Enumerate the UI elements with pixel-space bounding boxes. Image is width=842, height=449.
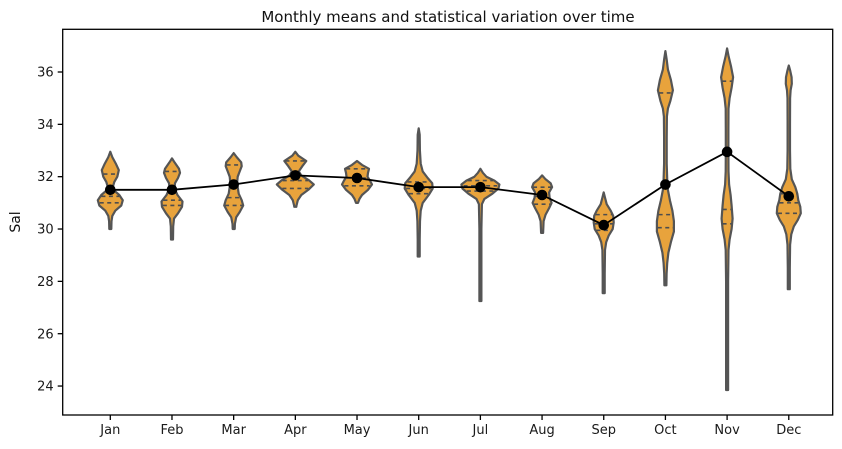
- x-tick-label: Dec: [776, 423, 801, 438]
- mean-dot-jul: [475, 181, 486, 193]
- x-tick-label: May: [344, 423, 371, 438]
- violin-jul: [460, 167, 501, 303]
- mean-dot-dec: [783, 191, 795, 202]
- violin-mar: [223, 152, 245, 231]
- mean-dot-feb: [166, 184, 178, 196]
- x-tick-label: Jul: [472, 423, 489, 438]
- mean-dot-aug: [536, 189, 548, 201]
- plot-border: [62, 28, 834, 416]
- y-tick-label: 36: [37, 66, 54, 81]
- x-tick-label: Sep: [591, 423, 616, 438]
- y-tick-label: 30: [37, 223, 54, 238]
- mean-line: [110, 150, 790, 227]
- x-tick-label: Apr: [284, 423, 307, 438]
- x-tick-label: Mar: [221, 423, 246, 438]
- violin-feb: [160, 157, 184, 241]
- y-tick-label: 24: [37, 380, 54, 395]
- x-tick-label: Feb: [160, 423, 183, 438]
- mean-dot-apr: [290, 170, 301, 181]
- y-tick-label: 26: [37, 327, 54, 342]
- x-tick-label: Jan: [99, 423, 120, 438]
- x-tick-label: Oct: [654, 423, 676, 438]
- mean-dot-may: [351, 172, 363, 184]
- violin-nov: [720, 47, 735, 392]
- y-tick-label: 28: [37, 275, 54, 290]
- y-axis-label: Sal: [8, 211, 24, 233]
- y-tick-label: 32: [37, 170, 54, 185]
- violin-dec: [775, 64, 802, 291]
- chart-title: Monthly means and statistical variation …: [261, 8, 635, 26]
- mean-dot-oct: [660, 179, 671, 190]
- x-tick-label: Nov: [714, 423, 740, 438]
- x-tick-label: Jun: [408, 423, 429, 438]
- x-tick-label: Aug: [529, 423, 554, 438]
- mean-dot-nov: [721, 146, 733, 158]
- mean-dot-jan: [105, 184, 116, 196]
- mean-dot-mar: [228, 179, 239, 190]
- y-tick-label: 34: [37, 118, 54, 133]
- mean-dot-sep: [598, 219, 610, 231]
- violin-oct: [655, 50, 675, 287]
- violin-sep: [592, 191, 615, 295]
- mean-dot-jun: [413, 181, 425, 193]
